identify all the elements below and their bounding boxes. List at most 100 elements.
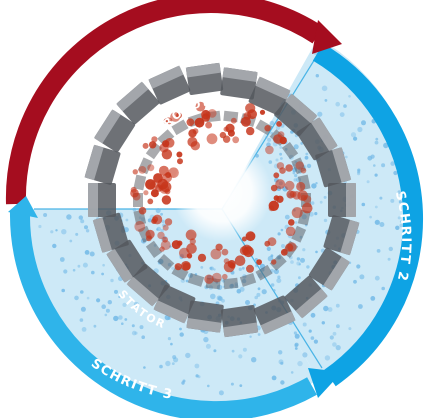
- step3-arc: [9, 211, 317, 418]
- stator-particle: [169, 245, 172, 248]
- stator-particle: [273, 289, 276, 292]
- stator-particle: [324, 99, 328, 102]
- stator-particle: [357, 170, 361, 174]
- rotor-particle: [147, 198, 154, 205]
- rotor-particle: [134, 221, 146, 232]
- stator-particle: [284, 214, 290, 220]
- stator-particle: [374, 205, 378, 209]
- stator-particle: [107, 300, 113, 305]
- stator-particle: [339, 112, 345, 117]
- magnet-block: [253, 295, 296, 335]
- rotor-particle: [240, 116, 251, 127]
- rotor-particle: [223, 126, 229, 132]
- stator-particle: [348, 95, 351, 98]
- rotor-particle: [211, 272, 222, 283]
- stator-particle: [294, 221, 298, 224]
- step2-arc: [312, 43, 423, 387]
- rotor-particle: [159, 246, 165, 252]
- stator-particle: [63, 269, 68, 274]
- stator-particle: [280, 361, 284, 365]
- stator-particle: [121, 322, 124, 326]
- stator-particle: [335, 303, 340, 308]
- stator-particle: [313, 339, 318, 344]
- rotor-particle: [221, 248, 229, 256]
- stator-particle: [249, 335, 252, 338]
- stator-particle: [387, 257, 391, 261]
- stator-particle: [399, 223, 404, 228]
- stator-particle: [304, 155, 309, 160]
- rotor-particle: [195, 101, 206, 112]
- magnet-block: [126, 263, 170, 307]
- stator-particle: [50, 230, 54, 234]
- stator-particle: [207, 384, 210, 388]
- rotor-particle: [186, 243, 197, 254]
- stator-particle: [323, 218, 328, 223]
- rotor-particle: [296, 181, 306, 192]
- stator-particle: [294, 174, 298, 178]
- stator-particle: [294, 333, 300, 339]
- stator-particle: [213, 268, 216, 271]
- magnet-block: [106, 239, 148, 283]
- stator-particle: [294, 347, 298, 350]
- stator-particle: [323, 195, 327, 199]
- rotor-particle: [186, 118, 195, 127]
- stator-particle: [170, 342, 173, 346]
- stator-particle: [179, 327, 182, 331]
- stator-particle: [381, 286, 386, 291]
- rotor-particle: [142, 142, 149, 149]
- stator-particle: [239, 384, 243, 387]
- stator-particle: [238, 354, 243, 359]
- stator-particle: [131, 330, 137, 336]
- stator-particle: [306, 163, 312, 169]
- stator-particle: [66, 214, 72, 220]
- stator-particle: [357, 126, 363, 133]
- stator-particle: [172, 355, 177, 360]
- stator-particle: [390, 161, 396, 166]
- stator-particle: [343, 104, 347, 108]
- stator-particle: [270, 283, 275, 287]
- stator-particle: [143, 366, 146, 369]
- stator-particle: [156, 226, 161, 232]
- rotor-particle: [149, 141, 157, 149]
- rotor-core: [172, 142, 272, 242]
- stator-particle: [79, 318, 84, 322]
- stator-particle: [321, 85, 328, 92]
- rotor-particle: [157, 231, 165, 240]
- rotor-particle-cloud: [130, 101, 313, 284]
- rotor-particle: [138, 166, 147, 174]
- stator-particle: [315, 74, 319, 78]
- rotor-particle: [219, 131, 227, 139]
- rotor-particle: [303, 195, 312, 204]
- stator-particle: [269, 120, 275, 126]
- rotor-particle: [265, 145, 274, 155]
- inner-magnet-segment: [145, 240, 163, 259]
- stator-particle: [156, 228, 159, 231]
- stator-particle: [93, 324, 97, 328]
- rotor-particle: [273, 172, 280, 179]
- stator-particle: [302, 322, 307, 327]
- stator-particle: [277, 232, 281, 236]
- stator-particle: [105, 308, 110, 313]
- rotor-particle: [295, 161, 305, 170]
- step1-arc: [5, 0, 324, 205]
- stator-particle: [311, 183, 317, 189]
- magnet-block: [153, 284, 196, 324]
- stator-particle: [80, 306, 86, 312]
- stator-particle: [321, 321, 325, 325]
- rotor-particle: [285, 164, 293, 172]
- stator-particle: [315, 250, 318, 254]
- rotor-particle: [194, 117, 205, 128]
- stator-particle: [113, 315, 119, 322]
- stator-particle: [91, 270, 95, 275]
- magnet-block: [88, 183, 116, 217]
- rotor-particle: [276, 162, 285, 170]
- step3-arrowhead: [8, 196, 38, 218]
- stator-particle: [268, 160, 273, 164]
- rotor-particle: [192, 128, 199, 135]
- stator-particle: [255, 264, 259, 268]
- rotor-pointer-icon: [224, 99, 232, 109]
- stator-particle: [369, 215, 372, 219]
- stator-particle: [324, 355, 331, 361]
- rotor-particle: [197, 253, 207, 262]
- stator-particle: [298, 263, 301, 266]
